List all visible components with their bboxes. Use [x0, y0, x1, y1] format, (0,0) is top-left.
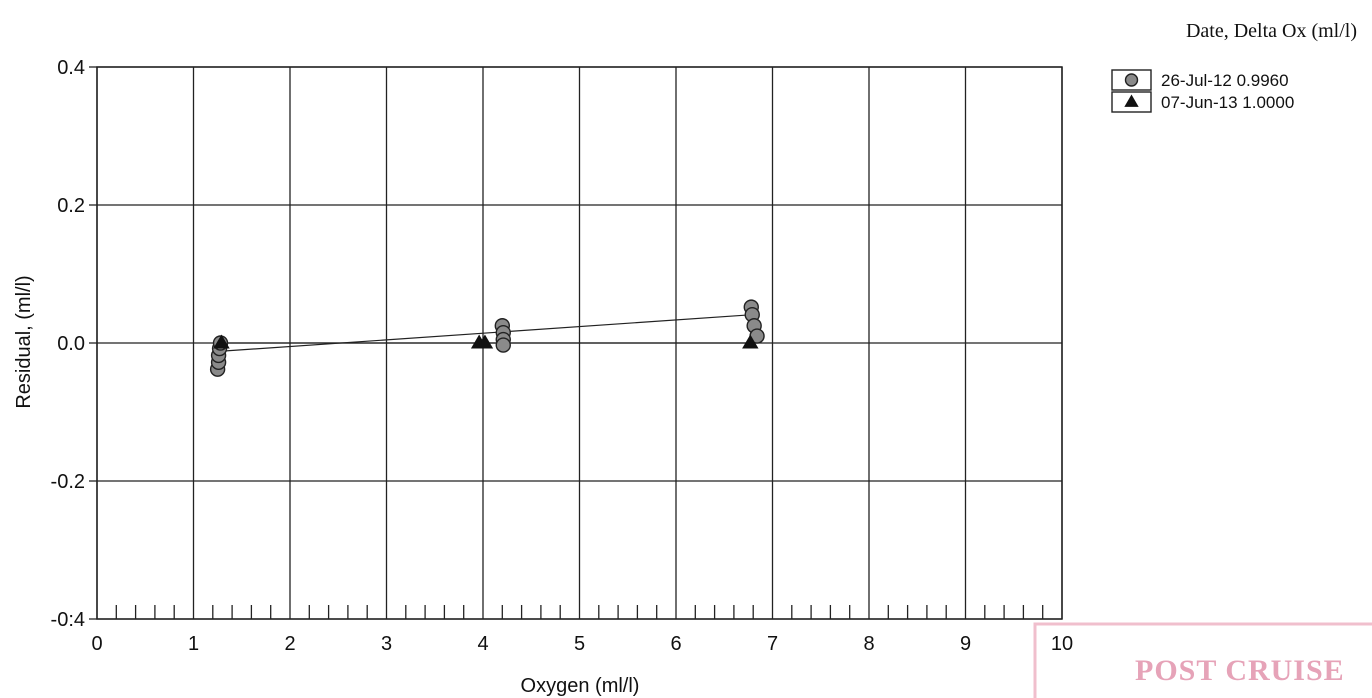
x-tick-label: 1 — [188, 633, 199, 655]
x-tick-label: 0 — [91, 633, 102, 655]
circle-data-point — [495, 337, 511, 353]
y-tick-label: -0.2 — [51, 471, 85, 493]
x-tick-label: 4 — [477, 633, 488, 655]
legend-title: Date, Delta Ox (ml/l) — [1186, 20, 1357, 42]
y-tick-label: 0.4 — [57, 57, 85, 79]
minor-ticks — [115, 605, 1044, 619]
tick-labels: 0 1 2 3 4 5 6 7 8 9 10 0.4 0.2 0.0 -0.2 -0:4 — [51, 57, 1074, 655]
y-tick-label: -0:4 — [51, 609, 85, 631]
x-tick-label: 9 — [960, 633, 971, 655]
legend-entry-label: 26-Jul-12 0.9960 — [1161, 71, 1289, 90]
stamp-text: POST CRUISE — [1135, 654, 1345, 687]
x-tick-label: 10 — [1051, 633, 1073, 655]
y-tick-label: 0.0 — [57, 333, 85, 355]
x-tick-label: 3 — [381, 633, 392, 655]
triangle-data-point — [476, 334, 494, 349]
x-tick-label: 2 — [284, 633, 295, 655]
legend-circle-marker — [1124, 73, 1139, 87]
stamp-border — [1033, 622, 1372, 698]
triangle-data-point — [213, 334, 230, 349]
legend: Date, Delta Ox (ml/l) 26-Jul-12 0.9960 07… — [1111, 20, 1357, 113]
x-tick-label: 5 — [574, 633, 585, 655]
y-axis-title: Residual, (ml/l) — [13, 275, 35, 408]
x-tick-label: 6 — [670, 633, 681, 655]
triangle-data-point — [742, 334, 759, 349]
data-points — [209, 299, 765, 377]
legend-entry-label: 07-Jun-13 1.0000 — [1161, 93, 1294, 112]
post-cruise-stamp: POST CRUISE — [1033, 622, 1372, 698]
x-tick-label: 8 — [863, 633, 874, 655]
x-tick-label: 7 — [767, 633, 778, 655]
legend-entries: 26-Jul-12 0.9960 07-Jun-13 1.0000 — [1111, 69, 1294, 113]
fit-line — [220, 314, 753, 352]
y-tick-label: 0.2 — [57, 195, 85, 217]
x-axis-title: Oxygen (ml/l) — [521, 675, 640, 697]
legend-triangle-marker — [1124, 94, 1139, 107]
